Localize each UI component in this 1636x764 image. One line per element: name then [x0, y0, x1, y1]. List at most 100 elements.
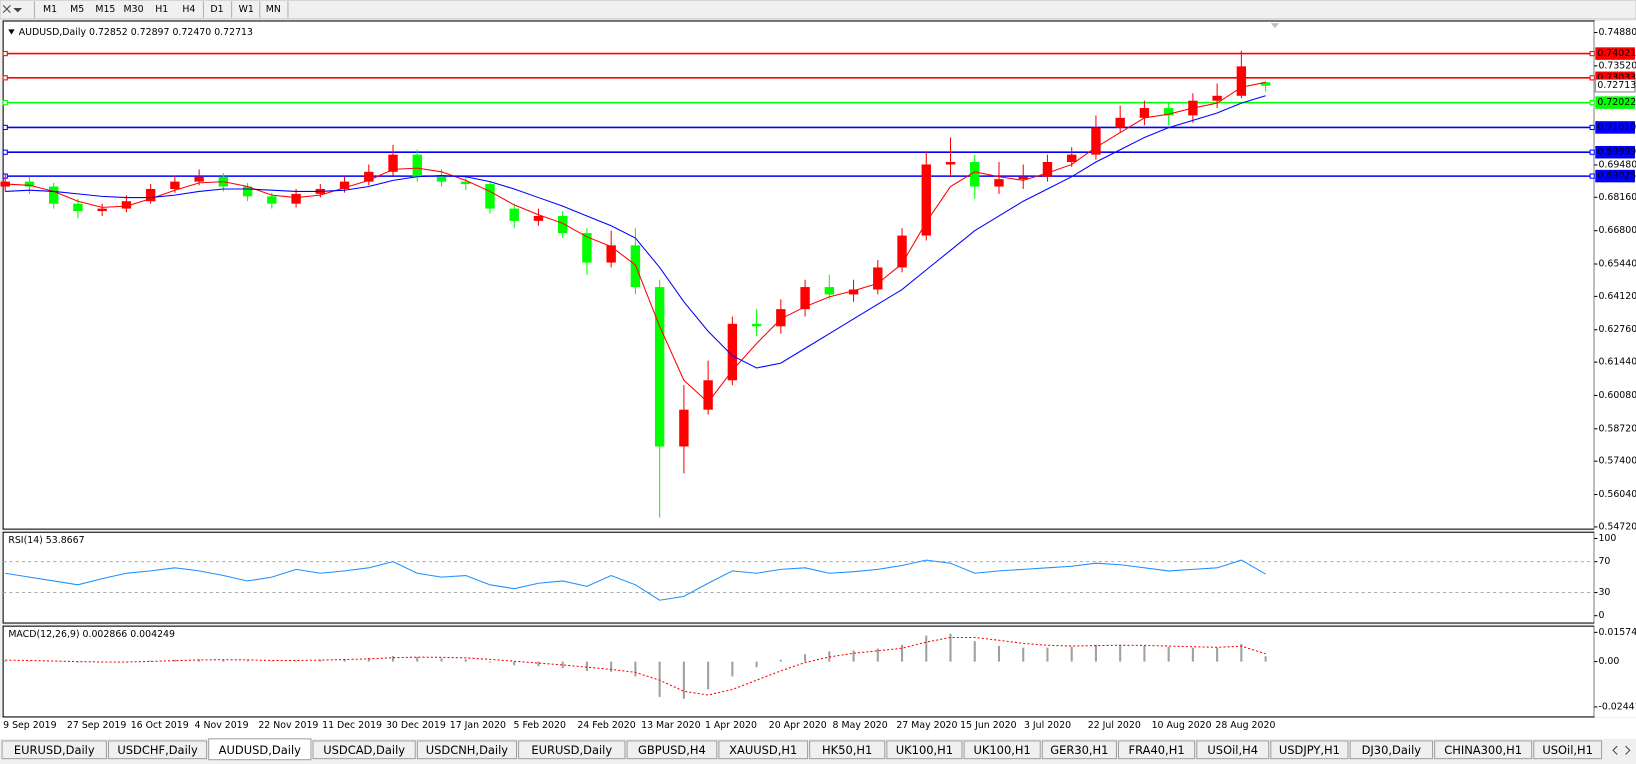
symbol-tab[interactable]	[1196, 740, 1270, 760]
symbol-tab-label[interactable]: GER30,H1	[1050, 743, 1108, 757]
y-tick-label: 0.68160	[1598, 192, 1636, 203]
timeframe-button[interactable]: M1	[43, 4, 57, 15]
symbol-tab-label[interactable]: USDJPY,H1	[1279, 743, 1340, 757]
candle-body	[679, 409, 689, 447]
symbol-tab-label[interactable]: FRA40,H1	[1129, 743, 1185, 757]
symbol-tab[interactable]	[1117, 740, 1196, 760]
y-tick-label: 0.56040	[1598, 489, 1636, 500]
candle-body	[461, 181, 471, 185]
level-handle[interactable]	[1589, 149, 1595, 155]
candle-body	[267, 196, 277, 204]
x-tick-label: 15 Jun 2020	[960, 720, 1016, 731]
candle-body	[776, 309, 786, 327]
y-tick-label: 0.66800	[1598, 225, 1636, 236]
symbol-tab-label[interactable]: CHINA300,H1	[1444, 743, 1522, 757]
level-handle[interactable]	[2, 75, 8, 81]
symbol-tab-label[interactable]: USOil,H4	[1207, 743, 1258, 757]
timeframe-button[interactable]: M15	[95, 4, 115, 15]
symbol-tab-label[interactable]: UK100,H1	[973, 743, 1030, 757]
x-tick-label: 22 Nov 2019	[258, 720, 318, 731]
level-handle[interactable]	[2, 124, 8, 131]
symbol-tab-label[interactable]: XAUUSD,H1	[729, 743, 797, 757]
toolbar-icon[interactable]	[2, 4, 23, 14]
collapse-arrow[interactable]	[8, 29, 15, 35]
symbol-tab[interactable]	[1041, 740, 1117, 760]
level-handle[interactable]	[1589, 173, 1595, 179]
level-label: 0.74021	[1597, 48, 1636, 59]
chart-title: AUDUSD,Daily 0.72852 0.72897 0.72470 0.7…	[19, 27, 253, 38]
y-tick-label: 70	[1598, 556, 1610, 567]
timeframe-button[interactable]: M30	[124, 4, 144, 15]
timeframe-button[interactable]: D1	[210, 4, 223, 15]
symbol-tab[interactable]	[518, 740, 626, 760]
timeframe-button[interactable]: M5	[70, 4, 84, 15]
candle-body	[751, 323, 762, 327]
symbol-tab[interactable]	[1, 740, 107, 760]
symbol-tab-label[interactable]: USOil,H1	[1542, 743, 1593, 757]
y-tick-label: 0.74880	[1598, 27, 1636, 38]
symbol-tab[interactable]	[1434, 740, 1533, 760]
candle-body	[1163, 108, 1174, 116]
symbol-tab-label[interactable]: EURUSD,Daily	[531, 743, 612, 757]
candle-body	[970, 162, 980, 187]
candle-body	[582, 233, 592, 263]
timeframe-button[interactable]: H4	[182, 4, 195, 15]
symbol-tab-label[interactable]: EURUSD,Daily	[14, 743, 95, 757]
level-label: 0.69025	[1597, 171, 1636, 182]
symbol-tab-label[interactable]: DJ30,Daily	[1362, 743, 1422, 757]
symbol-tab-label[interactable]: UK100,H1	[896, 743, 953, 757]
candle-body	[703, 380, 713, 410]
x-tick-label: 30 Dec 2019	[386, 720, 446, 731]
symbol-tab[interactable]	[886, 740, 963, 760]
candle-body	[388, 154, 398, 172]
symbol-tab[interactable]	[809, 740, 886, 760]
rsi-title: RSI(14) 53.8667	[8, 535, 84, 546]
level-handle[interactable]	[2, 50, 8, 57]
symbol-tab-label[interactable]: USDCNH,Daily	[426, 743, 509, 757]
symbol-tab-label[interactable]: USDCAD,Daily	[323, 743, 405, 757]
candle-body	[73, 203, 83, 212]
symbol-tab[interactable]	[963, 740, 1041, 760]
level-handle[interactable]	[1589, 124, 1595, 131]
y-tick-label: 0.00	[1598, 656, 1619, 667]
symbol-tab[interactable]	[416, 740, 517, 760]
candle-body	[145, 188, 156, 202]
x-tick-label: 1 Apr 2020	[705, 720, 757, 731]
symbol-tab[interactable]	[1349, 740, 1434, 760]
candle-body	[291, 193, 301, 204]
level-label-box	[1595, 121, 1635, 134]
symbol-tab[interactable]	[208, 738, 312, 761]
candle-body	[897, 235, 907, 268]
symbol-tab-label[interactable]: AUDUSD,Daily	[219, 743, 301, 757]
candle-body	[994, 179, 1004, 187]
moving-average	[5, 81, 1266, 404]
level-handle[interactable]	[1589, 50, 1595, 57]
x-tick-label: 8 May 2020	[833, 720, 888, 731]
symbol-tab[interactable]	[107, 740, 208, 760]
level-handle[interactable]	[1589, 75, 1595, 81]
symbol-tab-label[interactable]: HK50,H1	[822, 743, 872, 757]
symbol-tab[interactable]	[1270, 740, 1349, 760]
level-handle[interactable]	[2, 99, 8, 106]
y-tick-label: 0.54720	[1598, 521, 1636, 532]
symbol-tab-label[interactable]: USDCHF,Daily	[117, 743, 198, 757]
timeframe-button[interactable]: H1	[155, 4, 168, 15]
timeframe-button[interactable]: W1	[239, 4, 254, 15]
level-handle[interactable]	[1589, 99, 1595, 106]
symbol-tab[interactable]	[626, 740, 718, 760]
candle-body	[339, 181, 350, 189]
macd-panel	[2, 625, 1595, 718]
tab-scroll[interactable]	[1612, 745, 1631, 755]
symbol-tab[interactable]	[1533, 740, 1603, 760]
signal-line	[5, 636, 1266, 696]
level-handle[interactable]	[2, 149, 8, 155]
timeframe-button[interactable]: MN	[266, 4, 281, 15]
symbol-tab-label[interactable]: GBPUSD,H4	[638, 743, 706, 757]
symbol-tab[interactable]	[718, 740, 809, 760]
candle-body	[194, 176, 204, 182]
candle-body	[921, 164, 931, 236]
symbol-tab[interactable]	[312, 740, 416, 760]
x-tick-label: 22 Jul 2020	[1088, 720, 1141, 731]
